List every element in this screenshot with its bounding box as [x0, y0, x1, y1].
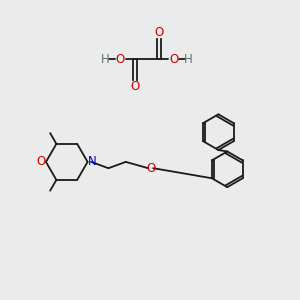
Text: H: H [184, 53, 193, 66]
Text: O: O [130, 80, 140, 93]
Text: O: O [146, 162, 155, 175]
Text: O: O [169, 53, 178, 66]
Text: O: O [154, 26, 164, 39]
Text: N: N [88, 155, 97, 168]
Text: H: H [101, 53, 110, 66]
Text: O: O [116, 53, 125, 66]
Text: O: O [36, 155, 46, 168]
